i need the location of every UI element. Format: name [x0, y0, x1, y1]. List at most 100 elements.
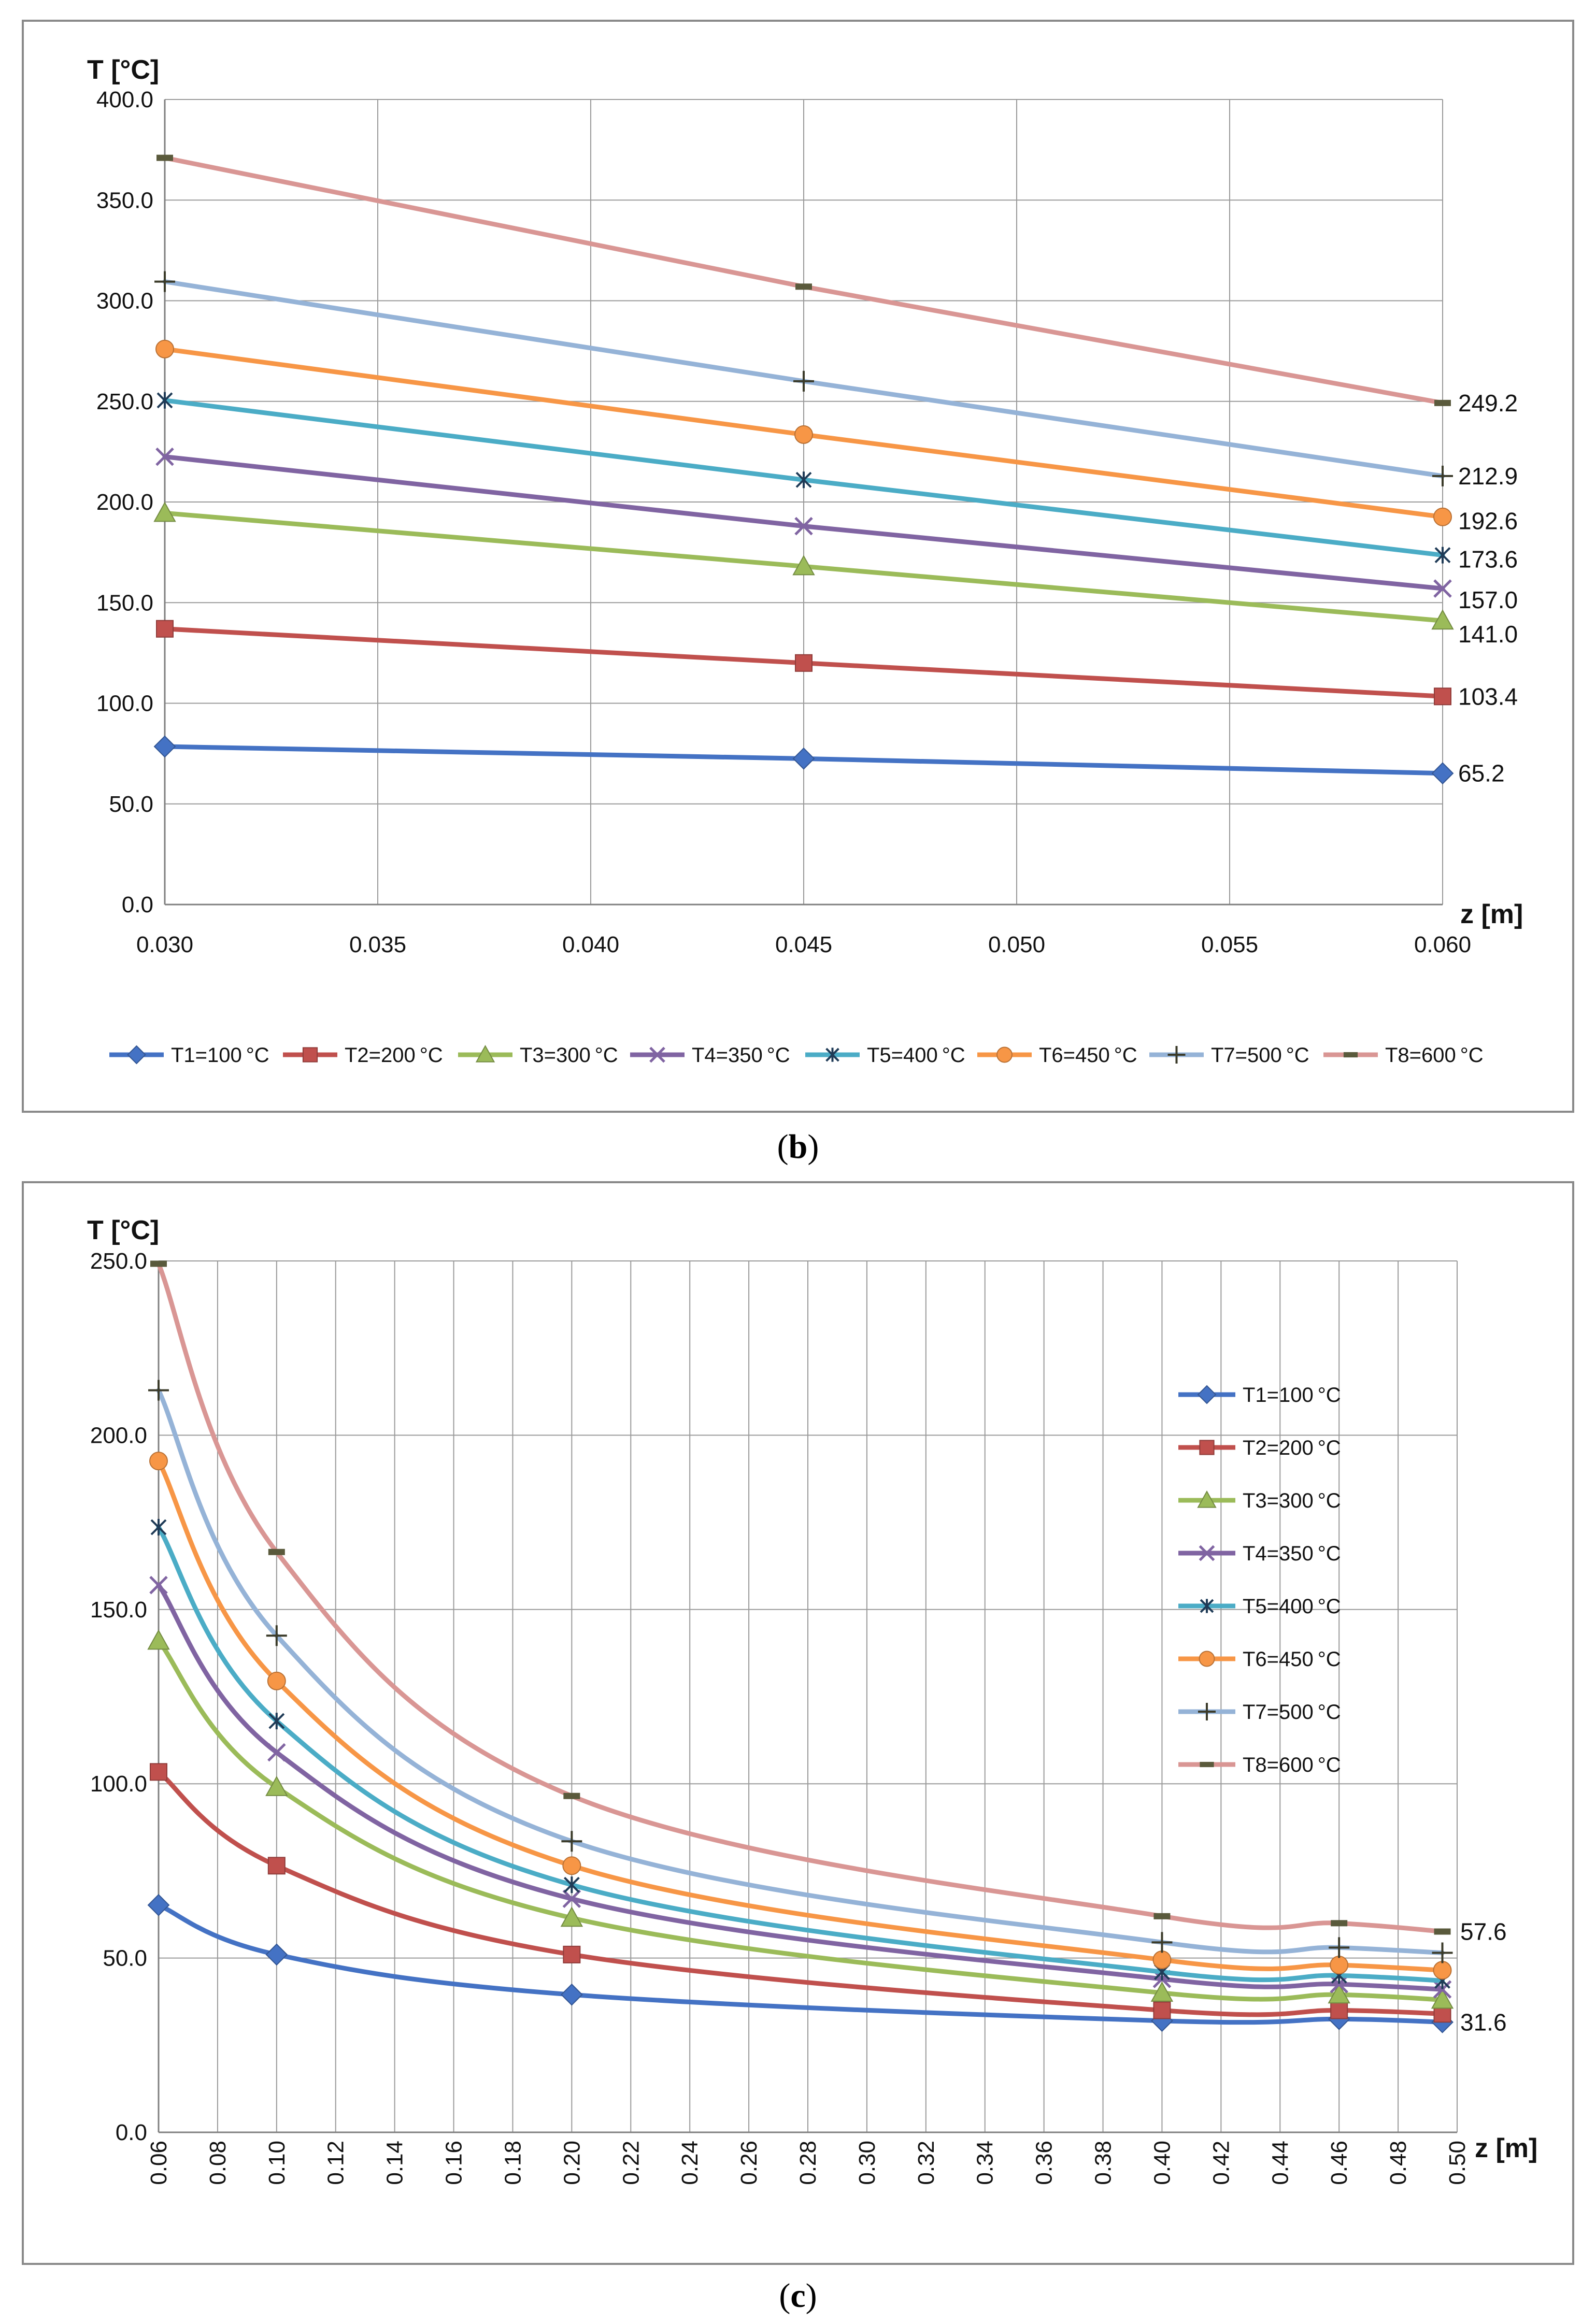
data-point-plus-marker — [1329, 1937, 1350, 1958]
data-point-star-marker — [563, 1876, 580, 1893]
data-point-triangle-marker — [1431, 609, 1454, 630]
chart-c-svg: 0.0 50.0 100.0 150.0 200.0 250.0 0.06 0.08 0.10 0… — [87, 1215, 1537, 2185]
series-8 — [150, 1260, 1451, 1935]
data-point-circle-marker — [155, 339, 174, 358]
end-value-label: 249.2 — [1458, 390, 1518, 417]
legend-plus-marker — [1198, 1703, 1216, 1720]
y-axis-title: T [°C] — [87, 55, 159, 85]
y-tick-label: 0.0 — [122, 892, 153, 917]
legend-item-3: T3=300 °C — [458, 1044, 618, 1067]
data-point-plus-marker — [266, 1625, 287, 1646]
legend-label: T6=450 °C — [1039, 1044, 1137, 1067]
legend-item-1: T1=100 °C — [1178, 1384, 1341, 1407]
data-point-x-marker — [149, 1575, 168, 1595]
series-4 — [155, 447, 1452, 598]
data-point-square-marker — [1330, 2001, 1348, 2019]
data-point-dash-marker — [156, 154, 173, 161]
data-point-square-marker — [795, 654, 813, 672]
data-point-dash-marker — [563, 1792, 580, 1799]
data-point-x-marker — [1330, 1975, 1348, 1993]
legend: T1=100 °C T2=200 °C T3=300 °C T4=350 °C T5=4… — [1178, 1384, 1341, 1776]
data-point-star-marker — [268, 1713, 285, 1730]
series-3 — [147, 1629, 1454, 2009]
legend-item-8: T8=600 °C — [1323, 1044, 1484, 1067]
y-tick-label: 250.0 — [96, 389, 153, 414]
x-tick-label: 0.12 — [323, 2141, 349, 2185]
data-point-plus-marker — [1432, 1942, 1453, 1963]
legend-item-8: T8=600 °C — [1178, 1754, 1341, 1776]
x-tick-label: 0.06 — [146, 2141, 172, 2185]
legend-item-2: T2=200 °C — [283, 1044, 443, 1067]
x-tick-label: 0.14 — [382, 2141, 408, 2185]
data-point-plus-marker — [1151, 1932, 1173, 1953]
legend-square-marker — [302, 1047, 318, 1063]
legend-label: T8=600 °C — [1385, 1044, 1484, 1067]
data-point-x-marker — [1433, 579, 1452, 598]
legend-triangle-marker — [1197, 1490, 1217, 1508]
legend-square-marker — [1199, 1440, 1215, 1455]
x-tick-label: 0.18 — [500, 2141, 525, 2185]
y-tick-label: 200.0 — [96, 490, 153, 515]
data-point-star-marker — [1434, 547, 1451, 564]
legend-item-4: T4=350 °C — [630, 1044, 790, 1067]
x-tick-label: 0.26 — [736, 2141, 762, 2185]
data-point-dash-marker — [1153, 1913, 1171, 1919]
legend-label: T3=300 °C — [1243, 1489, 1341, 1512]
end-value-label: 212.9 — [1458, 463, 1518, 490]
legend-item-7: T7=500 °C — [1149, 1044, 1309, 1067]
data-point-plus-marker — [148, 1380, 169, 1401]
data-point-plus-marker — [793, 370, 814, 392]
x-tick-label: 0.38 — [1091, 2141, 1116, 2185]
caption-c: (c) — [779, 2277, 817, 2315]
data-point-triangle-marker — [265, 1775, 288, 1796]
legend-diamond-marker — [127, 1045, 146, 1065]
legend-label: T7=500 °C — [1211, 1044, 1309, 1067]
data-point-diamond-marker — [153, 735, 176, 758]
legend-item-5: T5=400 °C — [1178, 1595, 1341, 1618]
series-line-3 — [156, 1638, 1445, 2002]
end-value-label: 31.6 — [1460, 2009, 1507, 2035]
y-tick-label: 200.0 — [90, 1423, 147, 1448]
x-tick-label: 0.44 — [1267, 2141, 1293, 2185]
chart-b-svg: 0.0 50.0 100.0 150.0 200.0 250.0 300.0 350.0 400… — [87, 55, 1523, 1067]
y-tick-label: 150.0 — [96, 590, 153, 615]
data-point-triangle-marker — [1150, 1981, 1174, 2002]
data-point-square-marker — [1434, 687, 1451, 706]
data-point-plus-marker — [154, 271, 175, 292]
x-tick-label: 0.42 — [1208, 2141, 1234, 2185]
series-7 — [148, 1380, 1453, 1963]
series-8 — [156, 154, 1451, 406]
legend-star-marker — [825, 1048, 839, 1062]
data-point-x-marker — [267, 1743, 286, 1762]
y-tick-label: 100.0 — [96, 691, 153, 716]
legend-dash-marker — [1200, 1761, 1214, 1768]
x-tick-label: 0.035 — [349, 932, 406, 957]
data-point-triangle-marker — [153, 501, 176, 522]
x-tick-label: 0.28 — [795, 2141, 821, 2185]
x-tick-label: 0.08 — [205, 2141, 231, 2185]
x-tick-label: 0.34 — [973, 2141, 998, 2185]
x-tick-label: 0.10 — [264, 2141, 290, 2185]
legend-circle-marker — [1199, 1651, 1215, 1667]
legend-item-2: T2=200 °C — [1178, 1437, 1341, 1459]
legend-item-6: T6=450 °C — [1178, 1648, 1341, 1671]
y-tick-label: 350.0 — [96, 188, 153, 213]
series-line-1 — [156, 1902, 1445, 2025]
legend-label: T4=350 °C — [1243, 1542, 1341, 1565]
end-value-label: 65.2 — [1458, 760, 1505, 787]
legend-label: T3=300 °C — [520, 1044, 618, 1067]
legend-label: T5=400 °C — [867, 1044, 965, 1067]
series-line-7 — [156, 1388, 1445, 1956]
series-6 — [155, 339, 1452, 526]
end-value-label: 103.4 — [1458, 683, 1518, 710]
data-point-diamond-marker — [792, 747, 815, 770]
end-value-label: 141.0 — [1458, 621, 1518, 648]
data-point-square-marker — [563, 1945, 581, 1963]
legend-label: T1=100 °C — [171, 1044, 269, 1067]
y-tick-label: 100.0 — [90, 1771, 147, 1797]
x-tick-label: 0.060 — [1414, 932, 1471, 957]
data-point-x-marker — [794, 517, 813, 536]
x-tick-label: 0.16 — [441, 2141, 467, 2185]
data-point-circle-marker — [1433, 507, 1452, 526]
legend-label: T2=200 °C — [345, 1044, 443, 1067]
